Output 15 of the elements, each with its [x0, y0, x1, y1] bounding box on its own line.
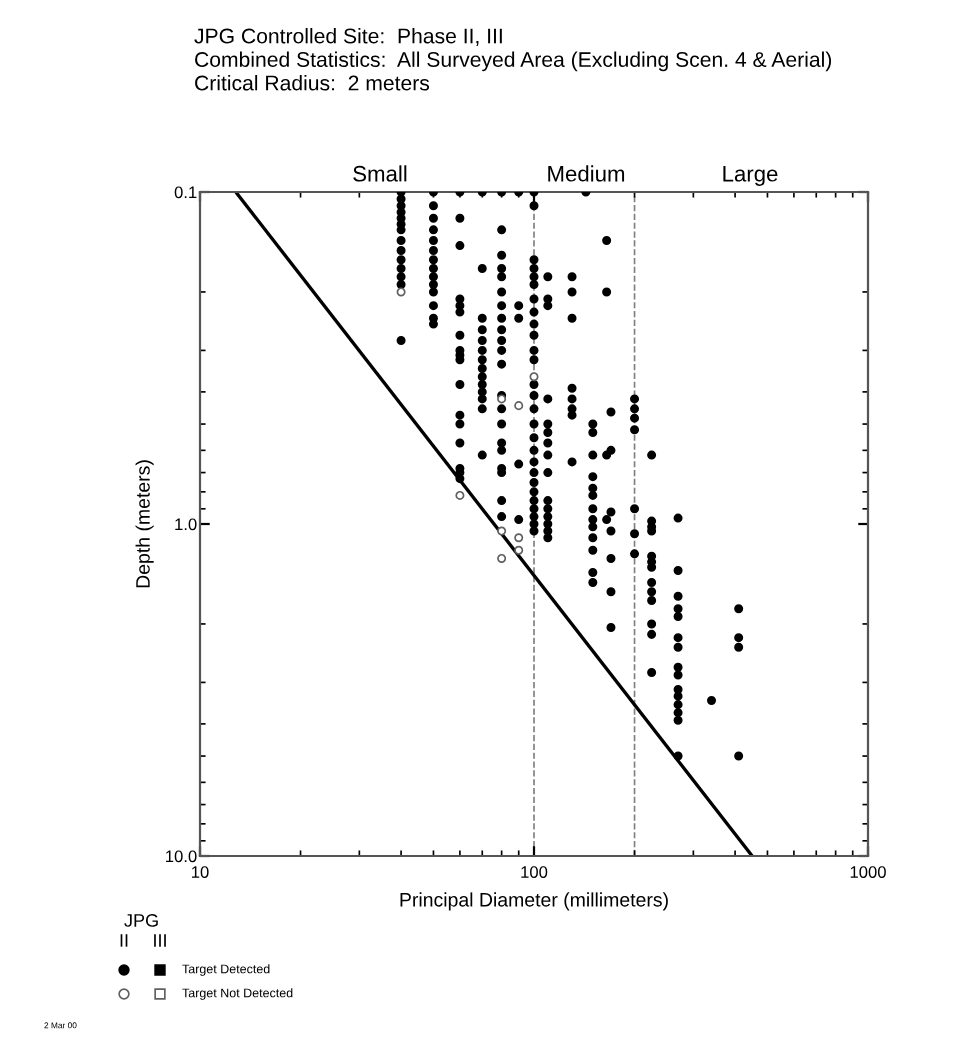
- text: II: [120, 934, 128, 947]
- y-tick-label: 10.0: [166, 850, 197, 863]
- text: Large: [723, 166, 778, 186]
- y-axis-title: Depth (meters): [135, 460, 154, 588]
- y-tick-label: 0.1: [174, 186, 197, 199]
- chart-title: JPG Controlled Site: Phase II, III Combined Statistics: All Surveyed Area (Excluding Scen. 4 & Aerial) Critical Radius: 2 meters: [194, 28, 832, 91]
- y-tick-label: 1.0: [175, 518, 197, 531]
- x-tick-label: 100: [521, 866, 548, 878]
- x-tick-label: 10: [192, 866, 209, 878]
- x-axis-title: Principal Diameter (millimeters): [400, 892, 668, 911]
- text: Medium: [548, 165, 625, 182]
- legend-title: JPG: [124, 914, 158, 927]
- x-tick-label: 1000: [850, 866, 886, 878]
- text: Small: [353, 165, 407, 182]
- text: III: [154, 934, 166, 947]
